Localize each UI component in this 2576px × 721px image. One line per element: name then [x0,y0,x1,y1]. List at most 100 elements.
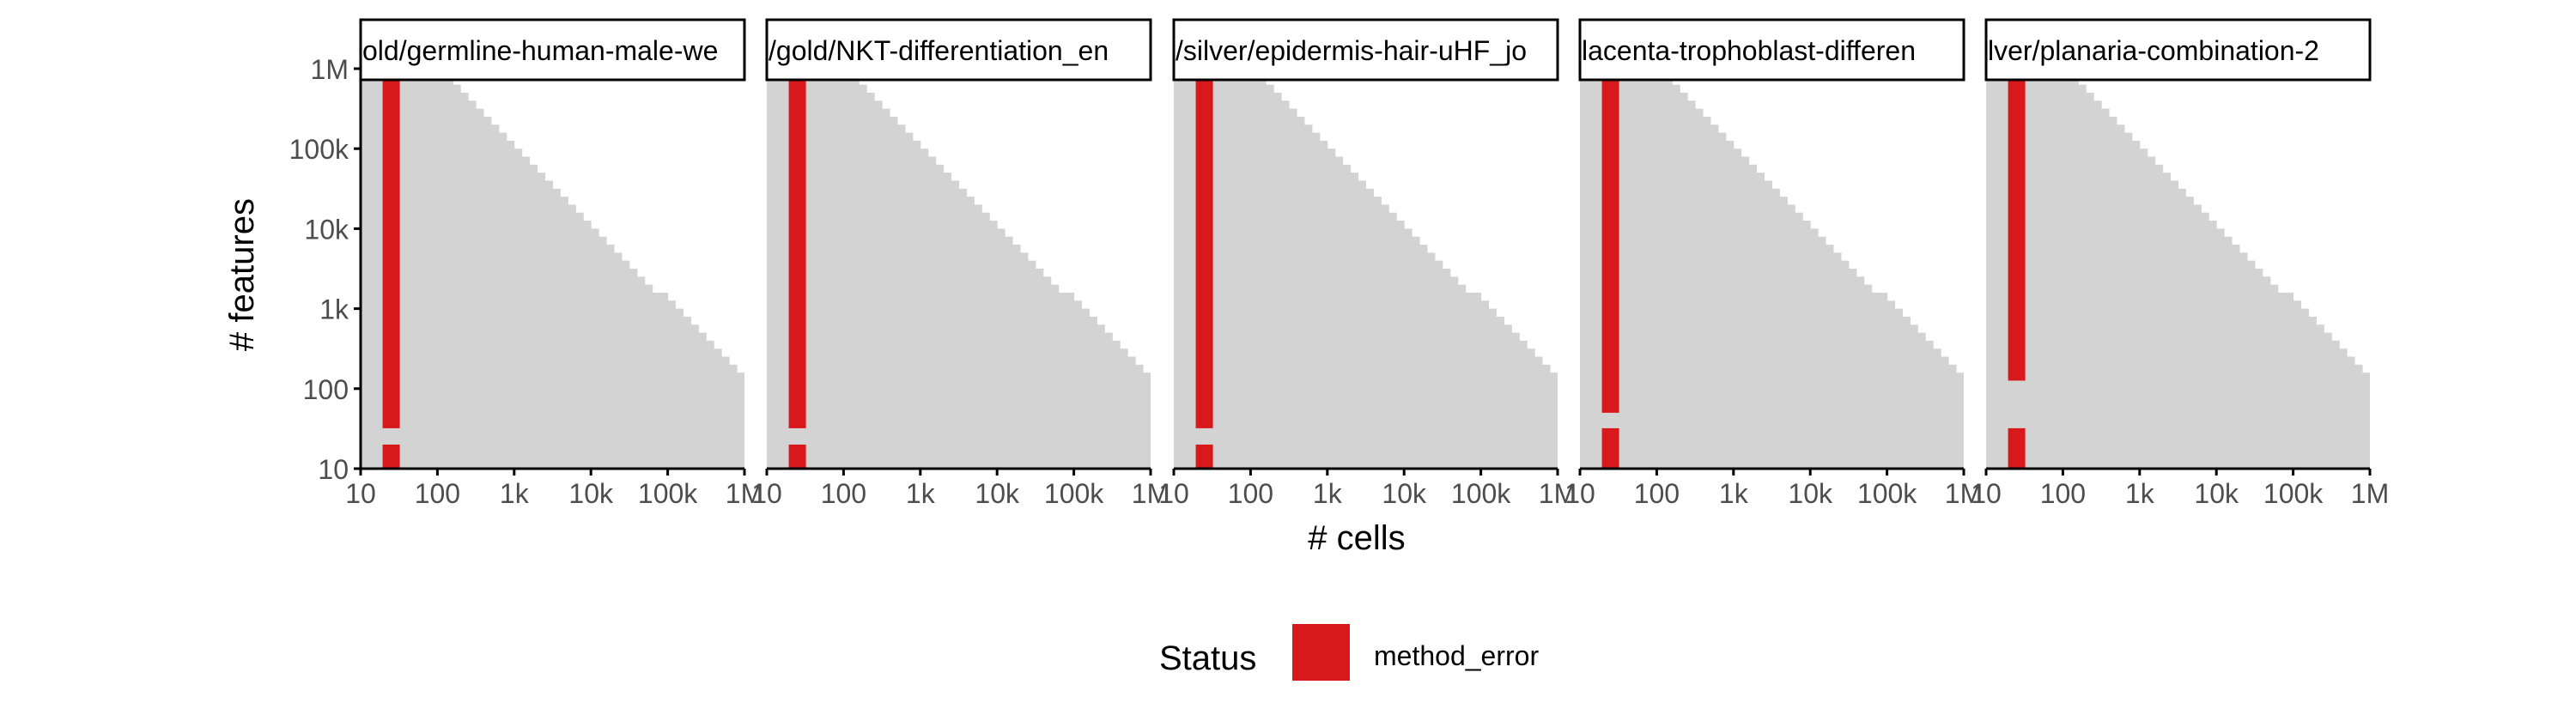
feasible-column [714,348,722,469]
feasible-column [1672,84,1680,469]
feasible-column [1733,148,1742,469]
feasible-column [866,92,875,469]
feasible-column [2109,116,2117,469]
feasible-column [2208,221,2217,469]
x-tick-label: 10k [568,478,614,509]
legend-key-method-error [1292,624,1350,681]
feasible-column [1595,52,1604,469]
x-tick-label: 1k [500,478,530,509]
feasible-column [1787,204,1795,469]
feasible-column [1519,340,1528,469]
feasible-column [1334,156,1344,469]
x-tick-label: 1k [906,478,936,509]
feasible-column [2370,380,2371,469]
feasible-column [1396,221,1405,469]
feasible-column [614,252,623,469]
feasible-column [835,60,844,469]
feasible-column [912,140,921,469]
feasible-column [506,140,515,469]
method-error-bar-1 [2008,427,2026,469]
feasible-column [1388,212,1397,469]
y-tick-label: 1M [311,54,349,85]
method-error-bar-2 [1601,69,1619,413]
feasible-column [2123,132,2133,469]
feasible-column [2039,52,2049,469]
feasible-column [1258,76,1267,469]
feasible-column [429,60,438,469]
feasible-column [1219,52,1229,469]
feasible-column [2293,300,2302,469]
feasible-column [659,292,669,469]
feasible-column [721,356,730,469]
feasible-column [1871,292,1880,469]
feasible-column [1112,340,1121,469]
feasible-column [958,188,967,469]
feasible-column [2055,60,2063,469]
feasible-column [951,180,959,469]
feasible-column [1910,324,1918,469]
feasible-column [1986,52,1995,469]
legend-label-method-error: method_error [1374,640,1539,671]
feasible-column [1442,269,1451,469]
feasible-column [851,76,860,469]
feasible-column [2216,228,2225,469]
x-tick-label: 1M [1945,478,1983,509]
feasible-column [667,300,677,469]
feasible-column [1771,188,1780,469]
facet-strip [765,18,1152,82]
method-error-bar-2 [1195,69,1213,428]
feasible-column [552,188,561,469]
feasible-column [2001,52,2010,469]
method-error-bar-1 [382,444,400,469]
feasible-column [966,197,975,469]
feasible-column [1703,116,1711,469]
feasible-column [422,52,430,469]
feasible-column [2331,340,2340,469]
feasible-column [890,116,898,469]
feasible-column [1319,140,1328,469]
feasible-column [460,92,469,469]
feasible-column [2239,252,2248,469]
feasible-column [690,324,699,469]
feasible-column [1933,348,1941,469]
facet-strip-label: lacenta-trophoblast-differen [1582,35,1916,66]
feasible-column [927,156,937,469]
feasible-column [406,52,416,469]
feasible-column [1120,348,1128,469]
feasible-column [368,52,377,469]
facet-strip [1984,18,2372,82]
feasible-column [537,173,546,469]
feasible-column [1297,116,1305,469]
feasible-column [2170,180,2178,469]
feasible-column [1840,260,1850,469]
facet-strip [359,18,746,82]
feasible-column [1135,364,1144,469]
feasible-column [2277,292,2287,469]
feasible-column [981,212,990,469]
feasible-column [560,197,568,469]
feasible-column [2032,52,2041,469]
method-error-bar-1 [1195,444,1213,469]
feasible-column [1342,164,1352,469]
y-tick-label: 10 [318,454,349,485]
feasible-column [1235,52,1243,469]
feasible-column [375,52,385,469]
x-tick-label: 1k [1313,478,1343,509]
feasible-column [843,69,852,469]
feasible-column [476,108,484,469]
feasible-column [521,156,531,469]
feasible-column [1993,52,2002,469]
x-tick-label: 1M [726,478,763,509]
feasible-column [1188,52,1198,469]
feasible-column [2116,124,2125,469]
x-tick-label: 10k [1382,478,1427,509]
x-tick-label: 10 [1564,478,1595,509]
y-axis-title: # features [223,198,261,351]
x-axis-title: # cells [1308,519,1405,557]
x-tick-label: 100 [1228,478,1273,509]
feasible-column [1327,148,1336,469]
feasible-column [2047,52,2056,469]
facet-panel-1: old/germline-human-male-we 10 100 1k 10k 100k… [289,18,763,509]
feasible-column [1449,276,1459,469]
feasible-column [706,340,714,469]
